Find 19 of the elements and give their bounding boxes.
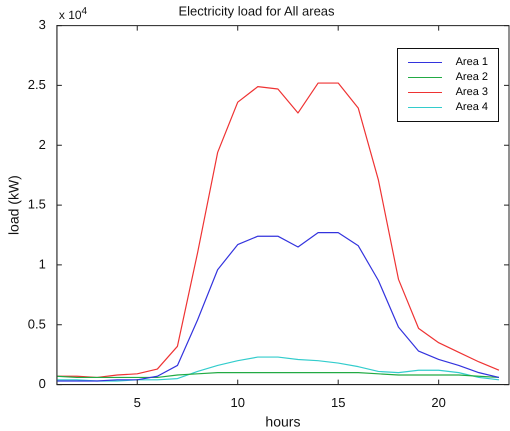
- legend-label: Area 3: [456, 84, 488, 100]
- y-tick-label: 1.5: [28, 196, 46, 212]
- text: x 10$^{4}$: [58, 6, 88, 22]
- x-axis-title: hours: [265, 413, 300, 430]
- legend-label: Area 1: [456, 54, 488, 70]
- x-tick-label: 20: [431, 394, 446, 410]
- y-tick-label: 1: [38, 256, 46, 272]
- y-tick-label: 2: [38, 136, 46, 152]
- chart-title: Electricity load for All areas: [178, 3, 336, 18]
- x-tick-label: 5: [134, 394, 141, 410]
- y-axis-title: load (kW): [5, 175, 22, 236]
- y-tick-label: 3: [38, 17, 46, 32]
- y-tick-label: 2.5: [28, 77, 46, 92]
- legend-label: Area 2: [456, 70, 488, 85]
- y-tick-label: 0: [38, 376, 46, 392]
- x-tick-label: 15: [330, 394, 346, 410]
- legend-label: Area 4: [456, 100, 488, 115]
- x-tick-label: 10: [230, 394, 245, 410]
- y-tick-label: 0.5: [28, 316, 46, 332]
